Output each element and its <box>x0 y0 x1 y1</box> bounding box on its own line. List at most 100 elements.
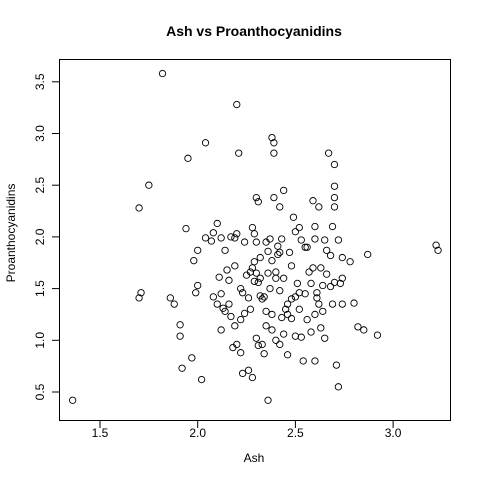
data-point <box>195 247 201 253</box>
data-point <box>218 291 224 297</box>
data-point <box>177 322 183 328</box>
data-point <box>249 265 255 271</box>
data-point <box>308 280 314 286</box>
data-point <box>232 235 238 241</box>
data-point <box>275 243 281 249</box>
x-tick-label: 2.0 <box>189 426 206 440</box>
data-point <box>312 236 318 242</box>
y-tick-label: 0.5 <box>33 383 47 400</box>
data-point <box>251 278 257 284</box>
data-point <box>191 257 197 263</box>
data-point <box>296 306 302 312</box>
data-point <box>234 231 240 237</box>
data-point <box>312 223 318 229</box>
data-point <box>333 362 339 368</box>
data-point <box>296 290 302 296</box>
data-point <box>255 279 261 285</box>
y-tick-label: 1.5 <box>33 280 47 297</box>
data-point <box>286 249 292 255</box>
data-point <box>218 327 224 333</box>
data-point <box>331 161 337 167</box>
data-point <box>294 280 300 286</box>
data-point <box>255 199 261 205</box>
data-point <box>177 333 183 339</box>
data-point <box>280 275 286 281</box>
data-point <box>304 316 310 322</box>
data-point <box>296 224 302 230</box>
data-point <box>251 231 257 237</box>
data-point <box>339 254 345 260</box>
data-point <box>183 225 189 231</box>
data-point <box>241 239 247 245</box>
data-point <box>322 335 328 341</box>
data-point <box>159 70 165 76</box>
data-point <box>316 204 322 210</box>
y-axis-ticks: 0.51.01.52.02.53.03.5 <box>33 73 60 400</box>
data-point <box>253 335 259 341</box>
data-point <box>331 183 337 189</box>
data-point <box>312 311 318 317</box>
data-point <box>214 301 220 307</box>
x-tick-label: 3.0 <box>385 426 402 440</box>
data-point <box>265 248 271 254</box>
data-point <box>236 150 242 156</box>
data-point <box>263 308 269 314</box>
data-point <box>280 187 286 193</box>
data-point <box>339 301 345 307</box>
data-point <box>193 290 199 296</box>
data-point <box>253 194 259 200</box>
data-point <box>146 182 152 188</box>
data-point <box>267 285 273 291</box>
data-point <box>265 397 271 403</box>
data-point <box>249 374 255 380</box>
data-point <box>335 237 341 243</box>
x-axis-label: Ash <box>244 451 265 465</box>
data-point <box>218 235 224 241</box>
data-point <box>298 334 304 340</box>
data-point <box>237 285 243 291</box>
data-point <box>179 365 185 371</box>
data-point <box>279 236 285 242</box>
data-point <box>298 237 304 243</box>
data-point <box>257 254 263 260</box>
data-point <box>185 155 191 161</box>
data-point <box>171 301 177 307</box>
data-point <box>255 342 261 348</box>
data-point <box>224 267 230 273</box>
data-point <box>232 263 238 269</box>
data-point <box>249 224 255 230</box>
data-point <box>239 370 245 376</box>
data-point <box>277 204 283 210</box>
data-point <box>245 367 251 373</box>
data-point <box>273 275 279 281</box>
data-point <box>318 325 324 331</box>
data-point <box>327 283 333 289</box>
data-point <box>277 287 283 293</box>
y-tick-label: 2.0 <box>33 228 47 245</box>
data-point <box>189 355 195 361</box>
data-point <box>245 295 251 301</box>
data-point <box>364 251 370 257</box>
data-point <box>288 315 294 321</box>
data-point <box>167 295 173 301</box>
data-point <box>300 358 306 364</box>
data-point <box>251 259 257 265</box>
data-point <box>269 257 275 263</box>
data-point <box>195 282 201 288</box>
data-point <box>226 301 232 307</box>
data-point <box>210 294 216 300</box>
data-point <box>320 282 326 288</box>
data-point <box>136 205 142 211</box>
data-point <box>306 269 312 275</box>
data-point <box>214 220 220 226</box>
data-point <box>323 271 329 277</box>
y-tick-label: 2.5 <box>33 177 47 194</box>
data-point <box>241 310 247 316</box>
data-point <box>253 239 259 245</box>
data-point <box>329 301 335 307</box>
data-point <box>202 235 208 241</box>
data-point <box>271 150 277 156</box>
data-point <box>325 150 331 156</box>
data-point <box>318 265 324 271</box>
